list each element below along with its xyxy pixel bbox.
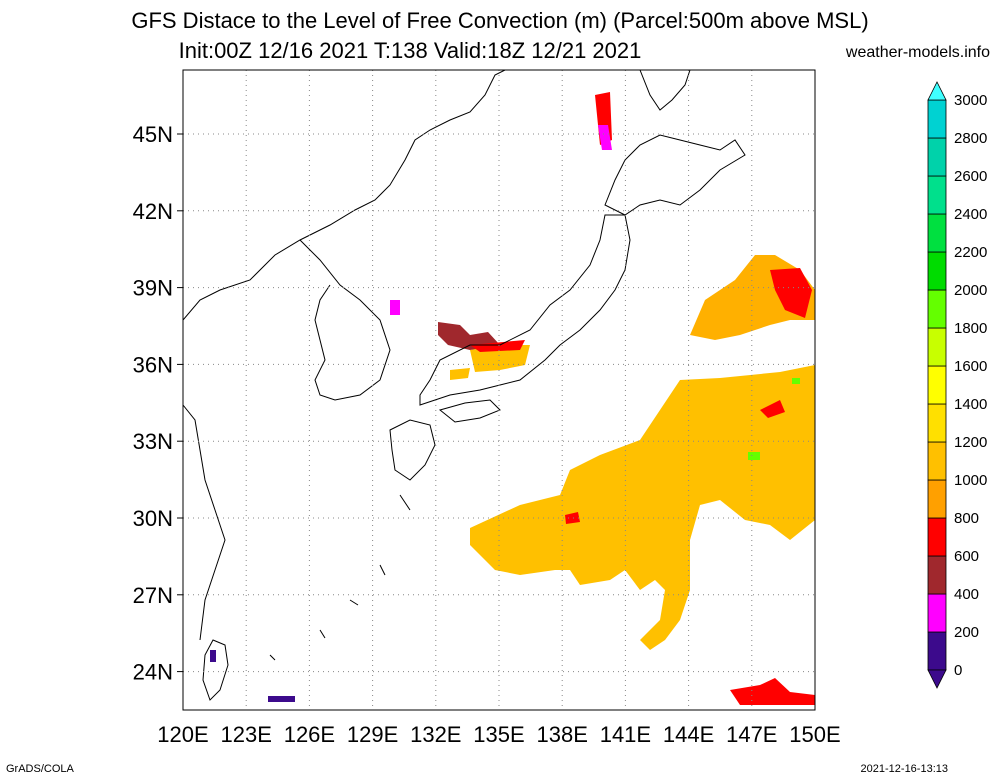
colorbar-label: 1200 xyxy=(954,434,987,451)
patch-jpsea-red xyxy=(470,340,525,352)
map-frame xyxy=(182,69,816,711)
coast-taiwan xyxy=(202,639,229,701)
colorbar-segment xyxy=(927,403,947,443)
footer-left: GrADS/COLA xyxy=(6,763,74,775)
lat-tick-label: 39N xyxy=(133,276,173,301)
lon-tick-label: 120E xyxy=(157,722,208,747)
coast-china xyxy=(183,404,226,641)
lon-tick-label: 147E xyxy=(726,722,777,747)
colorbar-label: 2600 xyxy=(954,168,987,185)
patch-center-red xyxy=(565,512,580,524)
coast-sakhalin xyxy=(639,70,691,111)
colorbar-label: 2000 xyxy=(954,282,987,299)
patch-east-green2 xyxy=(792,378,800,384)
coast-shikoku xyxy=(438,399,501,423)
lon-tick-label: 135E xyxy=(473,722,524,747)
lon-tick-label: 141E xyxy=(600,722,651,747)
colorbar-label: 1800 xyxy=(954,320,987,337)
colorbar-segment xyxy=(927,175,947,215)
colorbar-label: 600 xyxy=(954,548,979,565)
lon-tick-labels: 120E 123E 126E 129E 132E 135E 138E 141E 144E 147E… xyxy=(157,722,840,747)
lat-tick-label: 24N xyxy=(133,660,173,685)
colorbar-label: 2400 xyxy=(954,206,987,223)
field-southeast xyxy=(470,365,815,650)
colorbar-segment xyxy=(927,137,947,177)
lat-tick-label: 45N xyxy=(133,122,173,147)
colorbar-segment xyxy=(927,327,947,367)
colorbar-label: 1400 xyxy=(954,396,987,413)
colorbar-max-triangle xyxy=(927,81,947,101)
colorbar-segment xyxy=(927,99,947,139)
colorbar-segment xyxy=(927,441,947,481)
coast-hokkaido xyxy=(604,134,746,216)
patch-korea-magenta xyxy=(390,300,400,315)
patch-se-red xyxy=(730,678,815,705)
lon-tick-label: 150E xyxy=(789,722,840,747)
site-label: weather-models.info xyxy=(845,44,990,61)
field-shikoku xyxy=(450,368,470,380)
lat-tick-label: 30N xyxy=(133,506,173,531)
title-line-1: GFS Distace to the Level of Free Convect… xyxy=(131,8,869,33)
lon-tick-label: 129E xyxy=(347,722,398,747)
title-line-2: Init:00Z 12/16 2021 T:138 Valid:18Z 12/2… xyxy=(178,38,642,63)
coast-ryukyu xyxy=(269,494,411,661)
lon-tick-label: 144E xyxy=(663,722,714,747)
lon-tick-label: 132E xyxy=(410,722,461,747)
patch-east-red xyxy=(760,400,785,418)
colorbar-segment xyxy=(927,517,947,557)
colorbar-segment xyxy=(927,593,947,633)
lat-tick-label: 42N xyxy=(133,199,173,224)
coast-korea xyxy=(299,239,391,401)
lfc-field xyxy=(210,92,815,705)
patch-jpsea-brown xyxy=(438,322,500,350)
colorbar-segment xyxy=(927,631,947,671)
lon-tick-label: 123E xyxy=(221,722,272,747)
colorbar-segment xyxy=(927,555,947,595)
map-grid xyxy=(183,70,815,710)
patch-ne-red xyxy=(770,268,812,318)
colorbar-label: 2200 xyxy=(954,244,987,261)
colorbar-min-triangle xyxy=(927,669,947,689)
colorbar-segment xyxy=(927,289,947,329)
colorbar-label: 1000 xyxy=(954,472,987,489)
colorbar-label: 0 xyxy=(954,662,962,679)
lat-tick-labels: 24N 27N 30N 33N 36N 39N 42N 45N xyxy=(133,122,183,685)
lon-tick-label: 126E xyxy=(284,722,335,747)
colorbar: 0 200 400 600 800 1000 1200 1400 1600 1800 2000 220… xyxy=(927,81,987,689)
coastlines xyxy=(183,70,746,701)
patch-southwest-purple xyxy=(268,696,295,702)
colorbar-label: 800 xyxy=(954,510,979,527)
colorbar-label: 200 xyxy=(954,624,979,641)
lat-tick-label: 33N xyxy=(133,429,173,454)
lat-tick-label: 36N xyxy=(133,352,173,377)
footer-right: 2021-12-16-13:13 xyxy=(860,763,948,775)
lon-tick-label: 138E xyxy=(537,722,588,747)
patch-hokkaido-magenta xyxy=(598,125,612,150)
colorbar-label: 1600 xyxy=(954,358,987,375)
colorbar-segment xyxy=(927,479,947,519)
coast-asia xyxy=(183,70,506,321)
colorbar-segment xyxy=(927,251,947,291)
lat-tick-label: 27N xyxy=(133,583,173,608)
patch-taiwan-purple xyxy=(210,650,216,662)
colorbar-label: 2800 xyxy=(954,130,987,147)
colorbar-segment xyxy=(927,365,947,405)
colorbar-label: 3000 xyxy=(954,92,987,109)
colorbar-segment xyxy=(927,213,947,253)
patch-east-green xyxy=(748,452,760,460)
colorbar-label: 400 xyxy=(954,586,979,603)
coast-kyushu xyxy=(389,419,436,481)
